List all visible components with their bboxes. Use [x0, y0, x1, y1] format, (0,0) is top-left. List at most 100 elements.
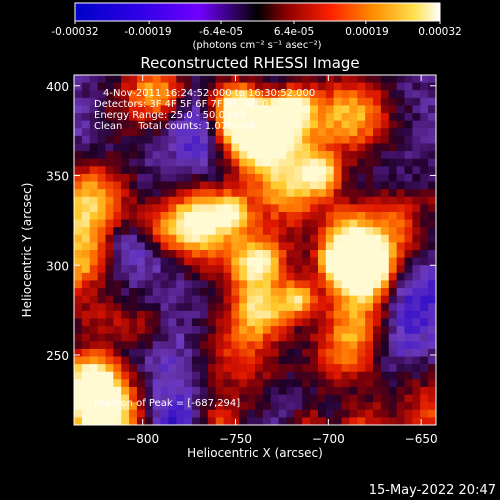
heatmap-pixel	[192, 166, 201, 175]
heatmap-pixel	[223, 257, 232, 266]
heatmap-pixel	[184, 120, 193, 129]
heatmap-pixel	[278, 272, 288, 282]
heatmap-pixel	[231, 173, 240, 183]
heatmap-pixel	[89, 379, 99, 388]
heatmap-pixel	[270, 341, 280, 350]
heatmap-pixel	[105, 326, 114, 335]
heatmap-pixel	[380, 128, 390, 137]
heatmap-pixel	[420, 82, 429, 91]
heatmap-pixel	[223, 348, 232, 358]
heatmap-pixel	[357, 113, 366, 122]
heatmap-pixel	[81, 151, 91, 160]
heatmap-pixel	[129, 196, 138, 205]
heatmap-pixel	[302, 227, 311, 236]
heatmap-pixel	[184, 417, 193, 425]
heatmap-pixel	[176, 394, 185, 403]
heatmap-pixel	[404, 402, 413, 411]
colorbar-tick-label: 0.00019	[345, 26, 388, 38]
heatmap-pixel	[239, 234, 248, 243]
heatmap-pixel	[373, 318, 382, 327]
heatmap-pixel	[105, 341, 114, 350]
heatmap-pixel	[136, 417, 146, 425]
heatmap-pixel	[388, 265, 398, 274]
heatmap-pixel	[310, 288, 319, 297]
heatmap-pixel	[404, 173, 413, 183]
heatmap-pixel	[215, 356, 225, 365]
heatmap-pixel	[412, 82, 421, 91]
heatmap-pixel	[152, 105, 162, 114]
heatmap-pixel	[247, 135, 256, 145]
heatmap-pixel	[341, 280, 351, 289]
heatmap-pixel	[152, 303, 162, 312]
heatmap-pixel	[373, 128, 382, 137]
heatmap-pixel	[333, 75, 343, 84]
heatmap-pixel	[325, 143, 335, 152]
heatmap-pixel	[396, 386, 406, 396]
heatmap-pixel	[223, 196, 232, 205]
heatmap-pixel	[74, 113, 83, 122]
heatmap-pixel	[247, 364, 256, 373]
heatmap-pixel	[373, 265, 382, 274]
heatmap-pixel	[136, 128, 146, 137]
heatmap-pixel	[81, 82, 91, 91]
heatmap-pixel	[97, 371, 107, 380]
heatmap-pixel	[129, 303, 138, 312]
heatmap-pixel	[215, 364, 225, 373]
peak-position-label: Position of Peak = [-687,294]	[94, 398, 240, 409]
heatmap-pixel	[168, 143, 177, 152]
heatmap-pixel	[105, 97, 114, 107]
heatmap-pixel	[152, 151, 162, 160]
heatmap-pixel	[129, 173, 138, 183]
heatmap-pixel	[357, 386, 366, 396]
heatmap-pixel	[113, 75, 122, 84]
heatmap-pixel	[97, 204, 107, 213]
heatmap-pixel	[199, 151, 209, 160]
heatmap-pixel	[412, 75, 421, 84]
heatmap-pixel	[412, 128, 421, 137]
heatmap-pixel	[113, 120, 122, 129]
heatmap-pixel	[396, 341, 406, 350]
heatmap-pixel	[113, 371, 122, 380]
heatmap-pixel	[184, 318, 193, 327]
heatmap-pixel	[294, 394, 303, 403]
heatmap-pixel	[286, 303, 295, 312]
heatmap-pixel	[317, 158, 327, 167]
heatmap-pixel	[129, 295, 138, 304]
heatmap-pixel	[294, 257, 303, 266]
heatmap-pixel	[81, 341, 91, 350]
heatmap-pixel	[388, 364, 398, 373]
heatmap-pixel	[270, 250, 280, 259]
heatmap-pixel	[428, 204, 436, 213]
heatmap-pixel	[168, 173, 177, 183]
heatmap-pixel	[247, 189, 256, 198]
heatmap-pixel	[278, 196, 288, 205]
heatmap-pixel	[262, 326, 272, 335]
heatmap-pixel	[113, 364, 122, 373]
heatmap-pixel	[302, 409, 311, 418]
heatmap-pixel	[396, 105, 406, 114]
heatmap-pixel	[341, 120, 351, 129]
heatmap-pixel	[215, 158, 225, 167]
heatmap-pixel	[357, 348, 366, 358]
heatmap-pixel	[192, 310, 201, 320]
heatmap-pixel	[168, 211, 177, 221]
heatmap-pixel	[270, 173, 280, 183]
heatmap-pixel	[81, 280, 91, 289]
heatmap-pixel	[294, 364, 303, 373]
heatmap-pixel	[349, 120, 358, 129]
heatmap-pixel	[247, 120, 256, 129]
heatmap-pixel	[199, 257, 209, 266]
heatmap-pixel	[420, 318, 429, 327]
heatmap-pixel	[231, 318, 240, 327]
heatmap-pixel	[286, 348, 295, 358]
heatmap-pixel	[333, 379, 343, 388]
heatmap-pixel	[168, 250, 177, 259]
heatmap-pixel	[255, 143, 264, 152]
heatmap-pixel	[144, 250, 154, 259]
heatmap-pixel	[176, 151, 185, 160]
heatmap-pixel	[215, 341, 225, 350]
heatmap-pixel	[152, 386, 162, 396]
heatmap-pixel	[412, 333, 421, 342]
heatmap-pixel	[160, 120, 170, 129]
heatmap-pixel	[333, 234, 343, 243]
